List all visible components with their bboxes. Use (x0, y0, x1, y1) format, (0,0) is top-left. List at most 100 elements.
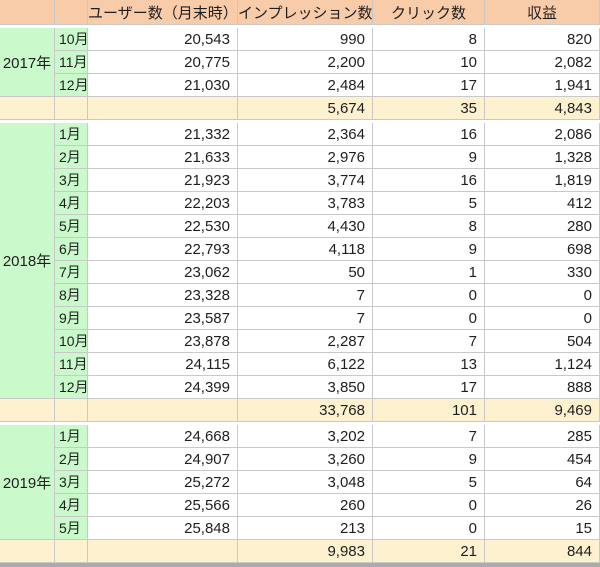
cell-users[interactable]: 25,848 (88, 517, 238, 540)
cell-clicks[interactable]: 5 (373, 471, 485, 494)
month-cell[interactable]: 11月 (55, 51, 88, 74)
cell-revenue[interactable]: 280 (485, 215, 600, 238)
cell-impressions[interactable]: 4,118 (238, 238, 373, 261)
cell-clicks[interactable]: 0 (373, 517, 485, 540)
cell-impressions[interactable]: 50 (238, 261, 373, 284)
subtotal-month-cell[interactable] (55, 540, 88, 563)
cell-users[interactable]: 23,878 (88, 330, 238, 353)
cell-clicks[interactable]: 9 (373, 146, 485, 169)
subtotal-revenue[interactable]: 9,469 (485, 399, 600, 422)
cell-impressions[interactable]: 2,976 (238, 146, 373, 169)
header-users[interactable]: ユーザー数（月末時） (88, 0, 238, 25)
cell-revenue[interactable]: 412 (485, 192, 600, 215)
cell-clicks[interactable]: 5 (373, 192, 485, 215)
cell-revenue[interactable]: 0 (485, 307, 600, 330)
cell-users[interactable]: 24,399 (88, 376, 238, 399)
month-cell[interactable]: 5月 (55, 517, 88, 540)
month-cell[interactable]: 5月 (55, 215, 88, 238)
cell-users[interactable]: 22,203 (88, 192, 238, 215)
subtotal-impressions[interactable]: 33,768 (238, 399, 373, 422)
cell-users[interactable]: 25,566 (88, 494, 238, 517)
month-cell[interactable]: 1月 (55, 123, 88, 146)
subtotal-revenue[interactable]: 4,843 (485, 97, 600, 120)
subtotal-clicks[interactable]: 35 (373, 97, 485, 120)
subtotal-year-cell[interactable] (0, 399, 55, 422)
cell-clicks[interactable]: 0 (373, 494, 485, 517)
cell-clicks[interactable]: 9 (373, 238, 485, 261)
subtotal-users-cell[interactable] (88, 540, 238, 563)
month-cell[interactable]: 10月 (55, 28, 88, 51)
cell-impressions[interactable]: 2,200 (238, 51, 373, 74)
cell-impressions[interactable]: 3,202 (238, 425, 373, 448)
cell-clicks[interactable]: 7 (373, 425, 485, 448)
cell-impressions[interactable]: 7 (238, 307, 373, 330)
header-revenue[interactable]: 収益 (485, 0, 600, 25)
cell-impressions[interactable]: 2,484 (238, 74, 373, 97)
cell-revenue[interactable]: 0 (485, 284, 600, 307)
cell-users[interactable]: 23,062 (88, 261, 238, 284)
cell-revenue[interactable]: 1,124 (485, 353, 600, 376)
subtotal-month-cell[interactable] (55, 399, 88, 422)
cell-impressions[interactable]: 3,850 (238, 376, 373, 399)
cell-impressions[interactable]: 3,260 (238, 448, 373, 471)
month-cell[interactable]: 8月 (55, 284, 88, 307)
header-month-cell[interactable] (55, 0, 88, 25)
cell-revenue[interactable]: 26 (485, 494, 600, 517)
month-cell[interactable]: 12月 (55, 74, 88, 97)
subtotal-year-cell[interactable] (0, 97, 55, 120)
cell-revenue[interactable]: 1,328 (485, 146, 600, 169)
cell-impressions[interactable]: 3,048 (238, 471, 373, 494)
subtotal-year-cell[interactable] (0, 540, 55, 563)
subtotal-impressions[interactable]: 5,674 (238, 97, 373, 120)
cell-users[interactable]: 24,115 (88, 353, 238, 376)
header-clicks[interactable]: クリック数 (373, 0, 485, 25)
header-year-cell[interactable] (0, 0, 55, 25)
cell-clicks[interactable]: 17 (373, 74, 485, 97)
cell-revenue[interactable]: 820 (485, 28, 600, 51)
cell-impressions[interactable]: 2,287 (238, 330, 373, 353)
cell-clicks[interactable]: 16 (373, 123, 485, 146)
cell-clicks[interactable]: 7 (373, 330, 485, 353)
cell-users[interactable]: 21,923 (88, 169, 238, 192)
cell-revenue[interactable]: 454 (485, 448, 600, 471)
cell-clicks[interactable]: 13 (373, 353, 485, 376)
cell-revenue[interactable]: 504 (485, 330, 600, 353)
year-cell[interactable]: 2017年 (0, 28, 55, 97)
cell-users[interactable]: 20,775 (88, 51, 238, 74)
cell-revenue[interactable]: 64 (485, 471, 600, 494)
cell-users[interactable]: 20,543 (88, 28, 238, 51)
subtotal-clicks[interactable]: 21 (373, 540, 485, 563)
cell-impressions[interactable]: 3,783 (238, 192, 373, 215)
cell-impressions[interactable]: 213 (238, 517, 373, 540)
subtotal-clicks[interactable]: 101 (373, 399, 485, 422)
cell-users[interactable]: 23,587 (88, 307, 238, 330)
month-cell[interactable]: 3月 (55, 471, 88, 494)
cell-users[interactable]: 22,530 (88, 215, 238, 238)
cell-clicks[interactable]: 10 (373, 51, 485, 74)
cell-impressions[interactable]: 7 (238, 284, 373, 307)
month-cell[interactable]: 3月 (55, 169, 88, 192)
month-cell[interactable]: 1月 (55, 425, 88, 448)
month-cell[interactable]: 9月 (55, 307, 88, 330)
cell-revenue[interactable]: 2,086 (485, 123, 600, 146)
month-cell[interactable]: 10月 (55, 330, 88, 353)
cell-revenue[interactable]: 698 (485, 238, 600, 261)
subtotal-impressions[interactable]: 9,983 (238, 540, 373, 563)
cell-revenue[interactable]: 888 (485, 376, 600, 399)
cell-users[interactable]: 22,793 (88, 238, 238, 261)
cell-users[interactable]: 23,328 (88, 284, 238, 307)
cell-impressions[interactable]: 260 (238, 494, 373, 517)
year-cell[interactable]: 2018年 (0, 123, 55, 399)
cell-revenue[interactable]: 1,941 (485, 74, 600, 97)
cell-users[interactable]: 24,907 (88, 448, 238, 471)
cell-clicks[interactable]: 16 (373, 169, 485, 192)
month-cell[interactable]: 2月 (55, 448, 88, 471)
cell-clicks[interactable]: 17 (373, 376, 485, 399)
cell-clicks[interactable]: 8 (373, 28, 485, 51)
cell-revenue[interactable]: 1,819 (485, 169, 600, 192)
month-cell[interactable]: 4月 (55, 192, 88, 215)
cell-users[interactable]: 25,272 (88, 471, 238, 494)
month-cell[interactable]: 6月 (55, 238, 88, 261)
cell-revenue[interactable]: 285 (485, 425, 600, 448)
month-cell[interactable]: 7月 (55, 261, 88, 284)
